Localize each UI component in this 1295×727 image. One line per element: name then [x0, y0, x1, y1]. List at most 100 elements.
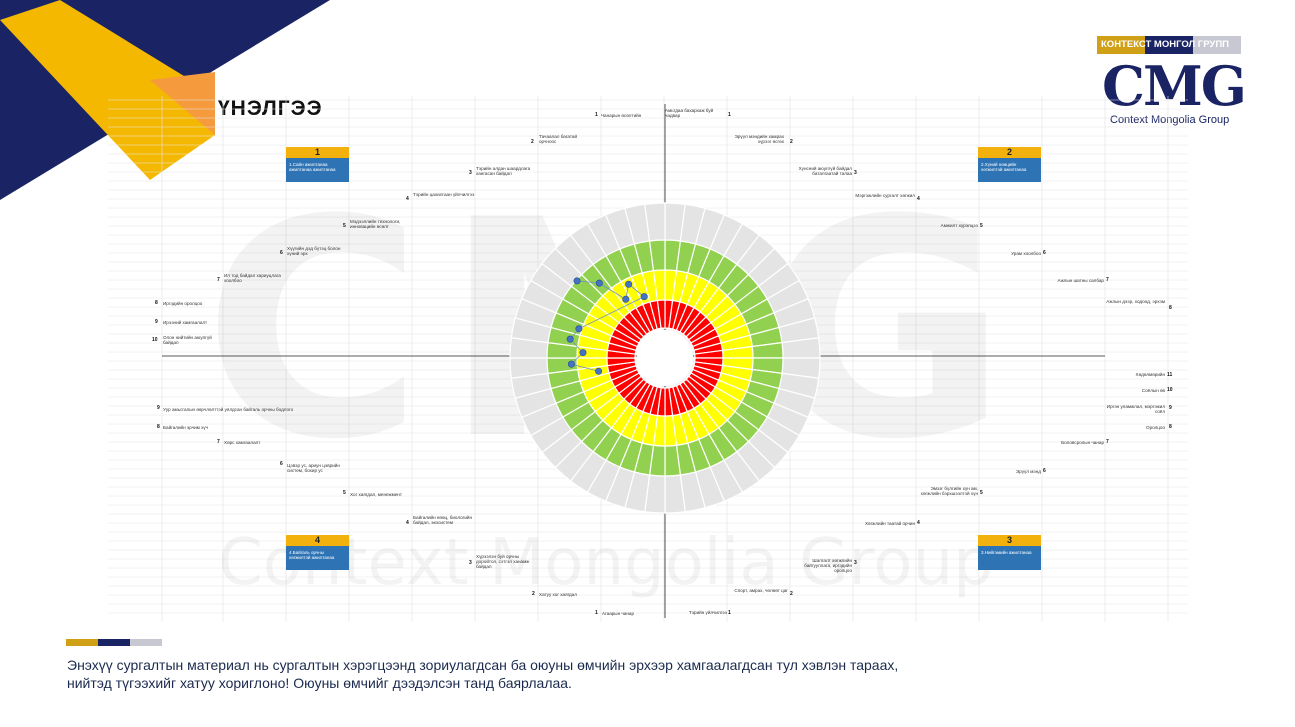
- label-number: 6: [1043, 468, 1046, 474]
- label-number: 4: [917, 196, 920, 202]
- label-number: 1: [728, 112, 731, 118]
- label-number: 1: [728, 610, 731, 616]
- quadrant-title: 2.Хүний нөөцийн хөгжилтэй ажилтанаа: [978, 158, 1041, 182]
- label-text: Тэрийн үйлчилгээ: [688, 610, 727, 615]
- label-text: Тэрийн алдан шаардлага хангасан байдал: [476, 166, 531, 176]
- score-point: [566, 335, 574, 343]
- label-text: Агаарын чанар: [602, 611, 635, 616]
- label-text: Ажлын шатны салбар: [1057, 278, 1104, 283]
- quadrant-title: 1.Сайн ажилтанаа ажилтанаа ажилтанаа: [286, 158, 349, 182]
- label-text: Урам хоолбоо: [1011, 251, 1041, 256]
- label-text: Мэргэжлийн сургалт хөгжил: [855, 193, 915, 198]
- label-text: Цэвэр ус, ариун цэврийн систем, бохир ус: [287, 463, 340, 473]
- quadrant-3: 3 3.Нийгэмийн ажилтанаа: [978, 535, 1041, 570]
- assessment-board: CMG Context Mongolia Group 1 1.Сайн ажил…: [108, 96, 1188, 622]
- score-point: [567, 360, 575, 368]
- label-text: Эмзэг бүлгийн хүн ам, хөгжлийн бэрхшээлт…: [920, 486, 978, 496]
- score-line: [569, 280, 645, 372]
- score-point: [640, 293, 648, 301]
- label-text: Тачаалал багатай орчноос: [539, 134, 578, 144]
- label-number: 5: [980, 223, 983, 229]
- red-ring-segment: [656, 299, 666, 329]
- label-number: 4: [917, 520, 920, 526]
- label-text: Оролцоо: [1146, 425, 1165, 430]
- footer-color-bars: [66, 639, 162, 646]
- page-title: ҮНЭЛГЭЭ: [218, 97, 323, 120]
- label-number: 7: [217, 277, 220, 283]
- score-point: [579, 349, 587, 357]
- label-text: Хог хаягдал, менежмент: [350, 492, 402, 497]
- label-text: Боловсролын чанар: [1061, 440, 1104, 445]
- label-number: 8: [1169, 305, 1172, 311]
- label-number: 3: [469, 170, 472, 176]
- label-number: 4: [406, 196, 409, 202]
- score-point: [573, 277, 581, 285]
- quadrant-number: 2: [978, 147, 1041, 158]
- label-number: 6: [1043, 250, 1046, 256]
- score-point: [622, 295, 630, 303]
- label-number: 1: [595, 112, 598, 118]
- label-number: 3: [854, 560, 857, 566]
- label-number: 2: [532, 591, 535, 597]
- quadrant-1: 1 1.Сайн ажилтанаа ажилтанаа ажилтанаа: [286, 147, 349, 182]
- label-text: Амьтдаа бахархаж буй чадвар: [665, 108, 714, 118]
- label-number: 5: [343, 490, 346, 496]
- label-text: Байгалийн нөөц, биологийн байдал, экосис…: [413, 515, 473, 525]
- label-text: Ил тод байдал хариуцлага хоолбоо: [224, 273, 281, 283]
- label-text: Хүүгийн дэд бүтэц болон хүний эрх: [287, 246, 341, 256]
- label-number: 8: [1169, 424, 1172, 430]
- label-text: Мэдээллийн технологи, инновацийн өсөлт: [350, 219, 401, 229]
- label-number: 8: [155, 300, 158, 306]
- label-number: 7: [1106, 277, 1109, 283]
- label-number: 2: [790, 591, 793, 597]
- label-text: Хөдөлмөрийн: [1135, 372, 1165, 377]
- label-text: Иргэдийн оролцоо: [163, 301, 203, 306]
- quadrant-number: 4: [286, 535, 349, 546]
- label-text: Эрүүл мэнд: [1015, 469, 1041, 474]
- label-text: Чанарын өсөлтийн: [601, 113, 642, 118]
- score-point: [575, 325, 583, 333]
- label-number: 9: [157, 405, 160, 411]
- label-text: Уур амьсгалын өөрчлөлттэй уялдсан байгал…: [163, 407, 294, 412]
- label-number: 5: [980, 490, 983, 496]
- quadrant-4: 4 4.Байгаль орчны хөгжилтэй ажилтанаа: [286, 535, 349, 570]
- label-number: 7: [1106, 439, 1109, 445]
- label-number: 3: [469, 560, 472, 566]
- label-text: Байгалийн эрчим хүч: [163, 425, 209, 430]
- score-point: [595, 279, 603, 287]
- score-point: [595, 367, 603, 375]
- label-number: 5: [343, 223, 346, 229]
- quadrant-number: 3: [978, 535, 1041, 546]
- label-number: 4: [406, 520, 409, 526]
- label-text: Амжилт хүрэлцээ: [940, 223, 978, 228]
- copyright-notice: Энэхүү сургалтын материал нь сургалтын х…: [67, 657, 899, 691]
- label-number: 7: [217, 439, 220, 445]
- quadrant-title: 4.Байгаль орчны хөгжилтэй ажилтанаа: [286, 546, 349, 570]
- wheel-center: [637, 330, 693, 386]
- quadrant-2: 2 2.Хүний нөөцийн хөгжилтэй ажилтанаа: [978, 147, 1041, 182]
- label-number: 8: [157, 424, 160, 430]
- label-text: Ажлын дээр, ходоод, эрхэм: [1106, 299, 1165, 304]
- label-number: 6: [280, 461, 283, 467]
- label-text: Хөгжлийн таатай орчин: [864, 521, 915, 526]
- label-number: 3: [854, 170, 857, 176]
- label-text: Иргэн уламжлал, мэргэжил соёл: [1106, 404, 1165, 414]
- logo-tag-bar: [1097, 36, 1241, 54]
- logo: CMG: [1102, 54, 1247, 118]
- label-text: Хатуу хог хаягдал: [539, 592, 577, 597]
- label-number: 10: [1167, 387, 1173, 393]
- label-number: 10: [152, 337, 158, 343]
- quadrant-number: 1: [286, 147, 349, 158]
- label-text: Спорт, амрах, чөлөөт цаг: [734, 588, 788, 593]
- label-number: 11: [1167, 372, 1173, 378]
- label-number: 1: [595, 610, 598, 616]
- label-text: Хүнсний аюулгүй байдал баталгаатай талаа: [798, 166, 852, 176]
- label-text: Олон нийтийн аюулгүй байдал: [163, 335, 212, 345]
- label-number: 9: [155, 319, 158, 325]
- label-text: Хөрс хамгаалалт: [224, 440, 261, 445]
- label-text: Эрүүл мэндийн хамрах хүрээг өсгөх: [734, 134, 784, 144]
- radial-chart: [509, 202, 821, 514]
- label-number: 2: [531, 139, 534, 145]
- label-number: 6: [280, 250, 283, 256]
- label-text: Тэрийн цахилгаан үйлчилгээ: [413, 192, 475, 197]
